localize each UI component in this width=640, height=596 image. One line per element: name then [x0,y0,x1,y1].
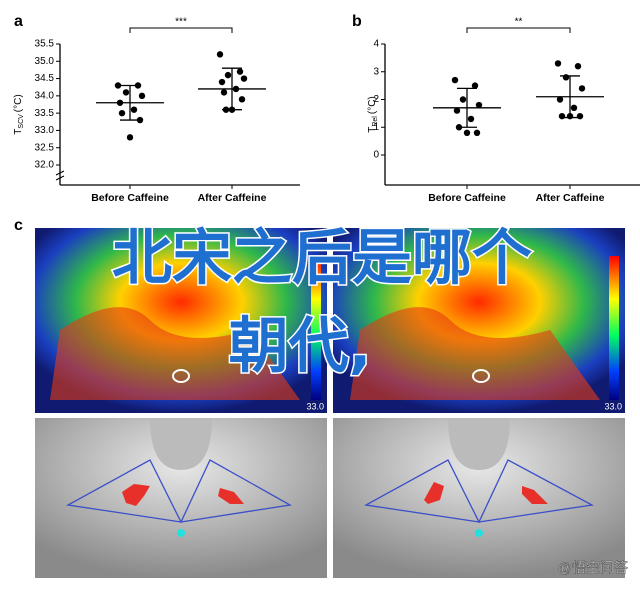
y-label-main: T [13,129,24,135]
data-point [238,96,246,103]
data-point [459,96,467,103]
y-tick-label: 2 [373,94,379,105]
axis-break [55,170,65,181]
y-tick-label: 34.5 [35,73,55,84]
data-point [475,101,483,109]
error-bar [120,84,140,121]
data-point [558,112,566,120]
y-label-sub: Rel [372,116,379,127]
data-point [576,112,584,120]
data-point [473,129,481,136]
error-bar-path [222,67,242,111]
significance-bracket [466,27,571,33]
x-tick-label: After Caffeine [536,192,605,204]
y-tick-label: 4 [373,39,379,50]
data-point [570,104,578,112]
error-bar-path [457,87,477,128]
error-bar [457,87,477,128]
y-label-sub: SCV [18,114,25,129]
thermal-images: 33.0 33.0 [35,228,625,578]
data-point [453,107,461,114]
y-label-unit: (°C) [367,96,378,114]
x-tick-label: Before Caffeine [91,192,169,204]
headline: 北宋之后是哪个 [112,224,532,294]
y-tick-label: 1 [373,122,379,133]
y-tick-label: 33.5 [35,108,55,119]
significance: ** [515,17,523,28]
data-point [562,74,570,81]
data-point [467,115,475,123]
data-point [220,89,228,96]
y-axis-label: TSCV (°C) [13,94,25,134]
data-point [556,96,564,103]
scale-label: 33.0 [604,401,622,411]
data-point [114,82,122,89]
error-bar-path [560,75,580,119]
y-label-main: T [367,127,378,133]
y-tick-label: 35.0 [35,56,55,67]
panel-label: b [352,13,362,30]
data-point [574,62,582,70]
data-point [554,60,562,67]
panel-label: a [14,13,23,30]
y-tick-label: 32.5 [35,142,55,153]
data-point [471,82,479,89]
y-label-unit: (°C) [13,94,24,112]
significance: *** [175,17,187,28]
data-point [218,78,226,86]
y-tick-label: 34.0 [35,90,55,101]
headline: 朝代, [229,312,372,382]
data-point [236,68,244,75]
y-tick-label: 0 [373,150,379,161]
data-point [240,75,248,82]
error-bar-path [120,84,140,121]
watermark: @悟空问答 [558,560,628,576]
data-point [463,129,471,136]
y-tick-label: 3 [373,66,379,77]
y-tick-label: 32.0 [35,160,55,171]
data-point [224,71,232,79]
data-point [451,76,459,84]
y-axis-label: TRel (°C) [367,96,379,133]
x-tick-label: Before Caffeine [428,192,506,204]
data-point [216,51,224,58]
data-point [578,85,586,92]
panel-label: c [14,217,23,234]
scale-label: 33.0 [306,401,324,411]
error-bar [560,75,580,119]
data-point [126,134,134,141]
x-tick-label: After Caffeine [198,192,267,204]
error-bar [222,67,242,111]
y-tick-label: 33.0 [35,125,55,136]
data-point [118,109,126,117]
data-point [130,106,138,113]
y-tick-label: 35.5 [35,39,55,50]
data-point [122,89,130,96]
data-point [138,92,146,100]
significance-bracket [129,27,233,33]
